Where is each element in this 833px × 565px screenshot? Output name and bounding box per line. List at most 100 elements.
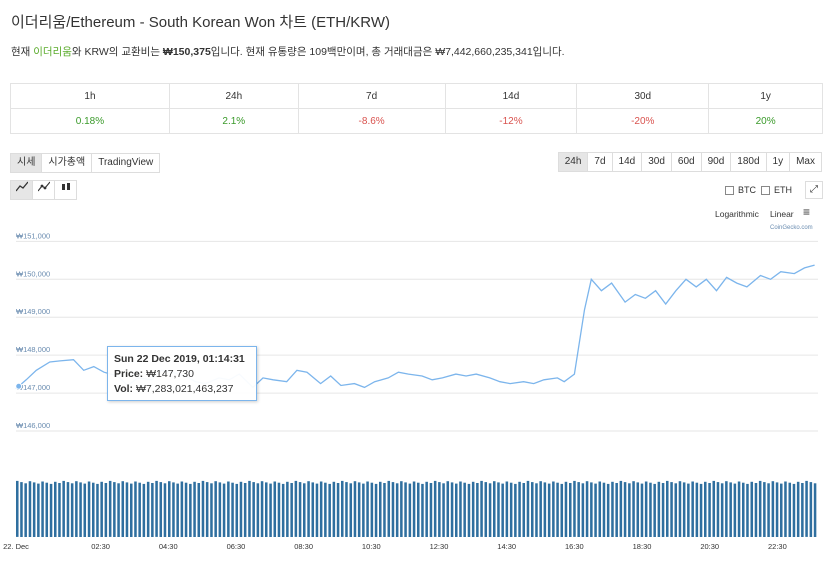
change-7d: -8.6% xyxy=(297,108,446,134)
change-1y: 20% xyxy=(708,108,823,134)
volume-bar xyxy=(784,481,787,537)
compare-btc[interactable]: BTC xyxy=(725,185,756,195)
x-tick-label: 12:30 xyxy=(430,542,449,551)
tab-tradingview[interactable]: TradingView xyxy=(91,153,161,173)
volume-bar xyxy=(121,481,125,537)
volume-bar xyxy=(146,481,150,537)
volume-bar xyxy=(201,480,205,537)
volume-bar xyxy=(163,483,167,537)
volume-bar xyxy=(552,481,555,537)
volume-bar xyxy=(611,481,614,537)
volume-bar xyxy=(391,482,395,537)
volume-bar xyxy=(547,483,551,537)
x-tick-label: 10:30 xyxy=(362,542,381,551)
x-tick-label: 16:30 xyxy=(565,542,584,551)
volume-bar xyxy=(640,483,644,537)
volume-bar xyxy=(66,482,70,537)
volume-bar xyxy=(353,481,357,537)
credit-text: CoinGecko.com xyxy=(770,225,813,231)
range-max[interactable]: Max xyxy=(789,152,822,172)
volume-bar xyxy=(286,481,289,537)
change-24h: 2.1% xyxy=(168,108,299,134)
scale-linear[interactable]: Linear xyxy=(770,209,794,219)
volume-bar xyxy=(387,480,391,537)
volume-bar xyxy=(518,481,521,537)
y-tick-label: ₩148,000 xyxy=(16,345,50,354)
volume-bar xyxy=(484,482,488,537)
volume-bar xyxy=(704,481,707,537)
range-60d[interactable]: 60d xyxy=(670,152,702,172)
volume-bar xyxy=(446,481,450,537)
volume-bar xyxy=(383,483,386,537)
volume-bar xyxy=(531,482,534,537)
volume-bar xyxy=(345,482,348,537)
x-tick-label: 04:30 xyxy=(159,542,178,551)
range-7d[interactable]: 7d xyxy=(587,152,613,172)
volume-bar xyxy=(476,483,479,537)
volume-bar xyxy=(28,481,32,537)
volume-bar xyxy=(813,483,817,537)
volume-bar xyxy=(514,483,517,537)
scale-logarithmic[interactable]: Logarithmic xyxy=(715,209,759,219)
volume-bar xyxy=(792,483,796,537)
volume-bar xyxy=(180,481,184,537)
fullscreen-icon[interactable]: ⤢ xyxy=(805,181,823,199)
volume-bar xyxy=(750,481,754,537)
volume-bar xyxy=(509,482,513,537)
change-14d: -12% xyxy=(444,108,578,134)
volume-bar xyxy=(526,480,530,537)
performance-header-row: 1h 24h 7d 14d 30d 1y xyxy=(10,83,823,109)
volume-bar xyxy=(108,480,112,537)
volume-bar xyxy=(649,482,652,537)
volume-bar xyxy=(480,480,483,537)
volume-bar xyxy=(37,483,40,537)
chart-menu-icon[interactable]: ≡ xyxy=(803,205,811,219)
volume-bar xyxy=(336,483,340,537)
volume-bar xyxy=(560,483,564,537)
compare-eth[interactable]: ETH xyxy=(761,185,792,195)
volume-bar xyxy=(429,483,433,537)
coin-link[interactable]: 이더리움 xyxy=(33,46,72,58)
volume-bar xyxy=(737,481,741,537)
btc-checkbox[interactable] xyxy=(725,185,734,195)
volume-bar xyxy=(227,481,230,537)
volume-bar xyxy=(142,483,146,537)
eth-checkbox[interactable] xyxy=(761,185,770,195)
volume-bar xyxy=(708,483,711,537)
volume-bar xyxy=(653,483,656,537)
range-selector: 24h 7d 14d 30d 60d 90d 180d 1y Max xyxy=(557,152,822,172)
volume-bar xyxy=(16,480,19,537)
volume-bar xyxy=(467,483,471,537)
volume-bar xyxy=(539,481,542,537)
x-tick-label: 22:30 xyxy=(768,542,787,551)
candlestick-icon[interactable] xyxy=(54,180,77,200)
desc-mid: 와 KRW의 교환비는 xyxy=(71,46,163,58)
y-tick-label: ₩146,000 xyxy=(16,421,50,430)
volume-bar xyxy=(767,483,770,537)
hover-point xyxy=(15,382,23,390)
volume-bar xyxy=(682,482,686,537)
volume-bar xyxy=(290,483,293,537)
volume-bar xyxy=(577,482,580,537)
volume-bar xyxy=(273,481,277,537)
volume-bar xyxy=(134,481,137,537)
desc-prefix: 현재 xyxy=(11,46,34,58)
volume-bar xyxy=(742,482,745,537)
volume-bar xyxy=(370,482,374,537)
volume-bar xyxy=(501,483,504,537)
volume-bar xyxy=(252,482,255,537)
volume-bar xyxy=(379,481,382,537)
period-1y: 1y xyxy=(708,83,823,109)
volume-bar xyxy=(75,481,78,537)
volume-bar xyxy=(24,483,27,537)
volume-bar xyxy=(644,481,648,537)
volume-bar xyxy=(535,483,538,537)
y-tick-label: ₩147,000 xyxy=(16,383,50,392)
volume-bar xyxy=(92,482,95,537)
volume-bar xyxy=(438,482,441,537)
volume-bar xyxy=(632,481,635,537)
tab-market-cap[interactable]: 시가총액 xyxy=(41,153,93,173)
volume-bar xyxy=(471,481,475,537)
volume-bar xyxy=(556,482,559,537)
volume-bar xyxy=(20,482,23,537)
